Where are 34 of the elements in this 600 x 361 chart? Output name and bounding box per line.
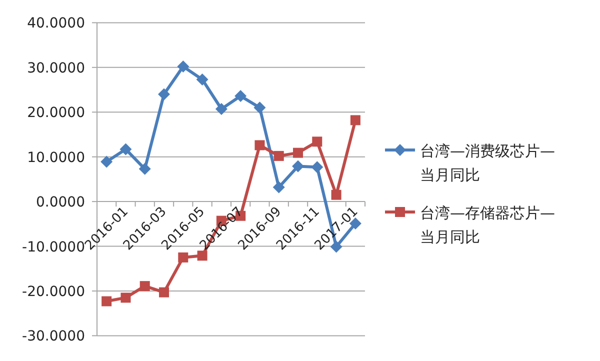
- point: [274, 150, 284, 161]
- point: [140, 281, 150, 292]
- point: [215, 103, 228, 115]
- y-tick-label: -10.0000: [22, 239, 85, 256]
- point: [120, 143, 132, 156]
- legend-label: 台湾—存储器芯片—当月同比: [420, 204, 555, 246]
- point: [293, 148, 303, 158]
- legend-label: 台湾—消费级芯片—当月同比: [420, 142, 555, 184]
- point: [350, 115, 360, 126]
- y-tick-label: 30.0000: [27, 60, 85, 76]
- point: [138, 162, 151, 175]
- point: [159, 287, 169, 298]
- point: [331, 190, 342, 200]
- y-tick-label: -20.0000: [22, 284, 85, 300]
- point: [254, 102, 266, 114]
- y-tick-label: 40.0000: [27, 16, 85, 32]
- point: [254, 140, 265, 150]
- point: [197, 250, 208, 261]
- y-tick-label: 10.0000: [27, 150, 85, 166]
- point: [178, 252, 188, 262]
- point: [312, 136, 322, 147]
- point: [102, 296, 112, 306]
- point: [100, 156, 113, 168]
- point: [177, 60, 190, 73]
- point: [292, 160, 304, 172]
- point: [120, 292, 131, 303]
- y-tick-label: 0.0000: [36, 194, 85, 211]
- point: [272, 181, 285, 194]
- point: [158, 88, 170, 100]
- y-tick-label: 20.0000: [27, 105, 85, 122]
- point: [311, 161, 324, 174]
- point: [196, 73, 208, 86]
- y-tick-label: -30.0000: [22, 328, 85, 345]
- point: [234, 90, 247, 102]
